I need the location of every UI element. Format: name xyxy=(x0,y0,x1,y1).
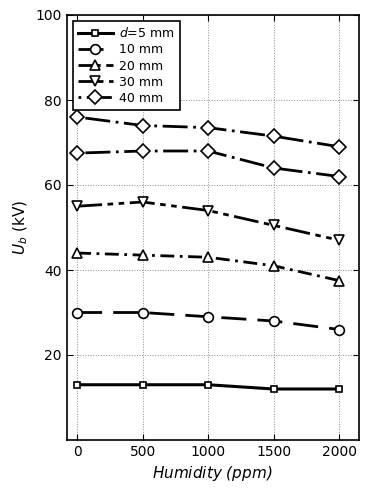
Legend: $d$=5 mm, 10 mm, 20 mm, 30 mm, 40 mm: $d$=5 mm, 10 mm, 20 mm, 30 mm, 40 mm xyxy=(73,21,180,110)
Y-axis label: $U_b$ (kV): $U_b$ (kV) xyxy=(11,200,30,255)
X-axis label: $\mathit{Humidity}$ (ppm): $\mathit{Humidity}$ (ppm) xyxy=(152,464,273,483)
